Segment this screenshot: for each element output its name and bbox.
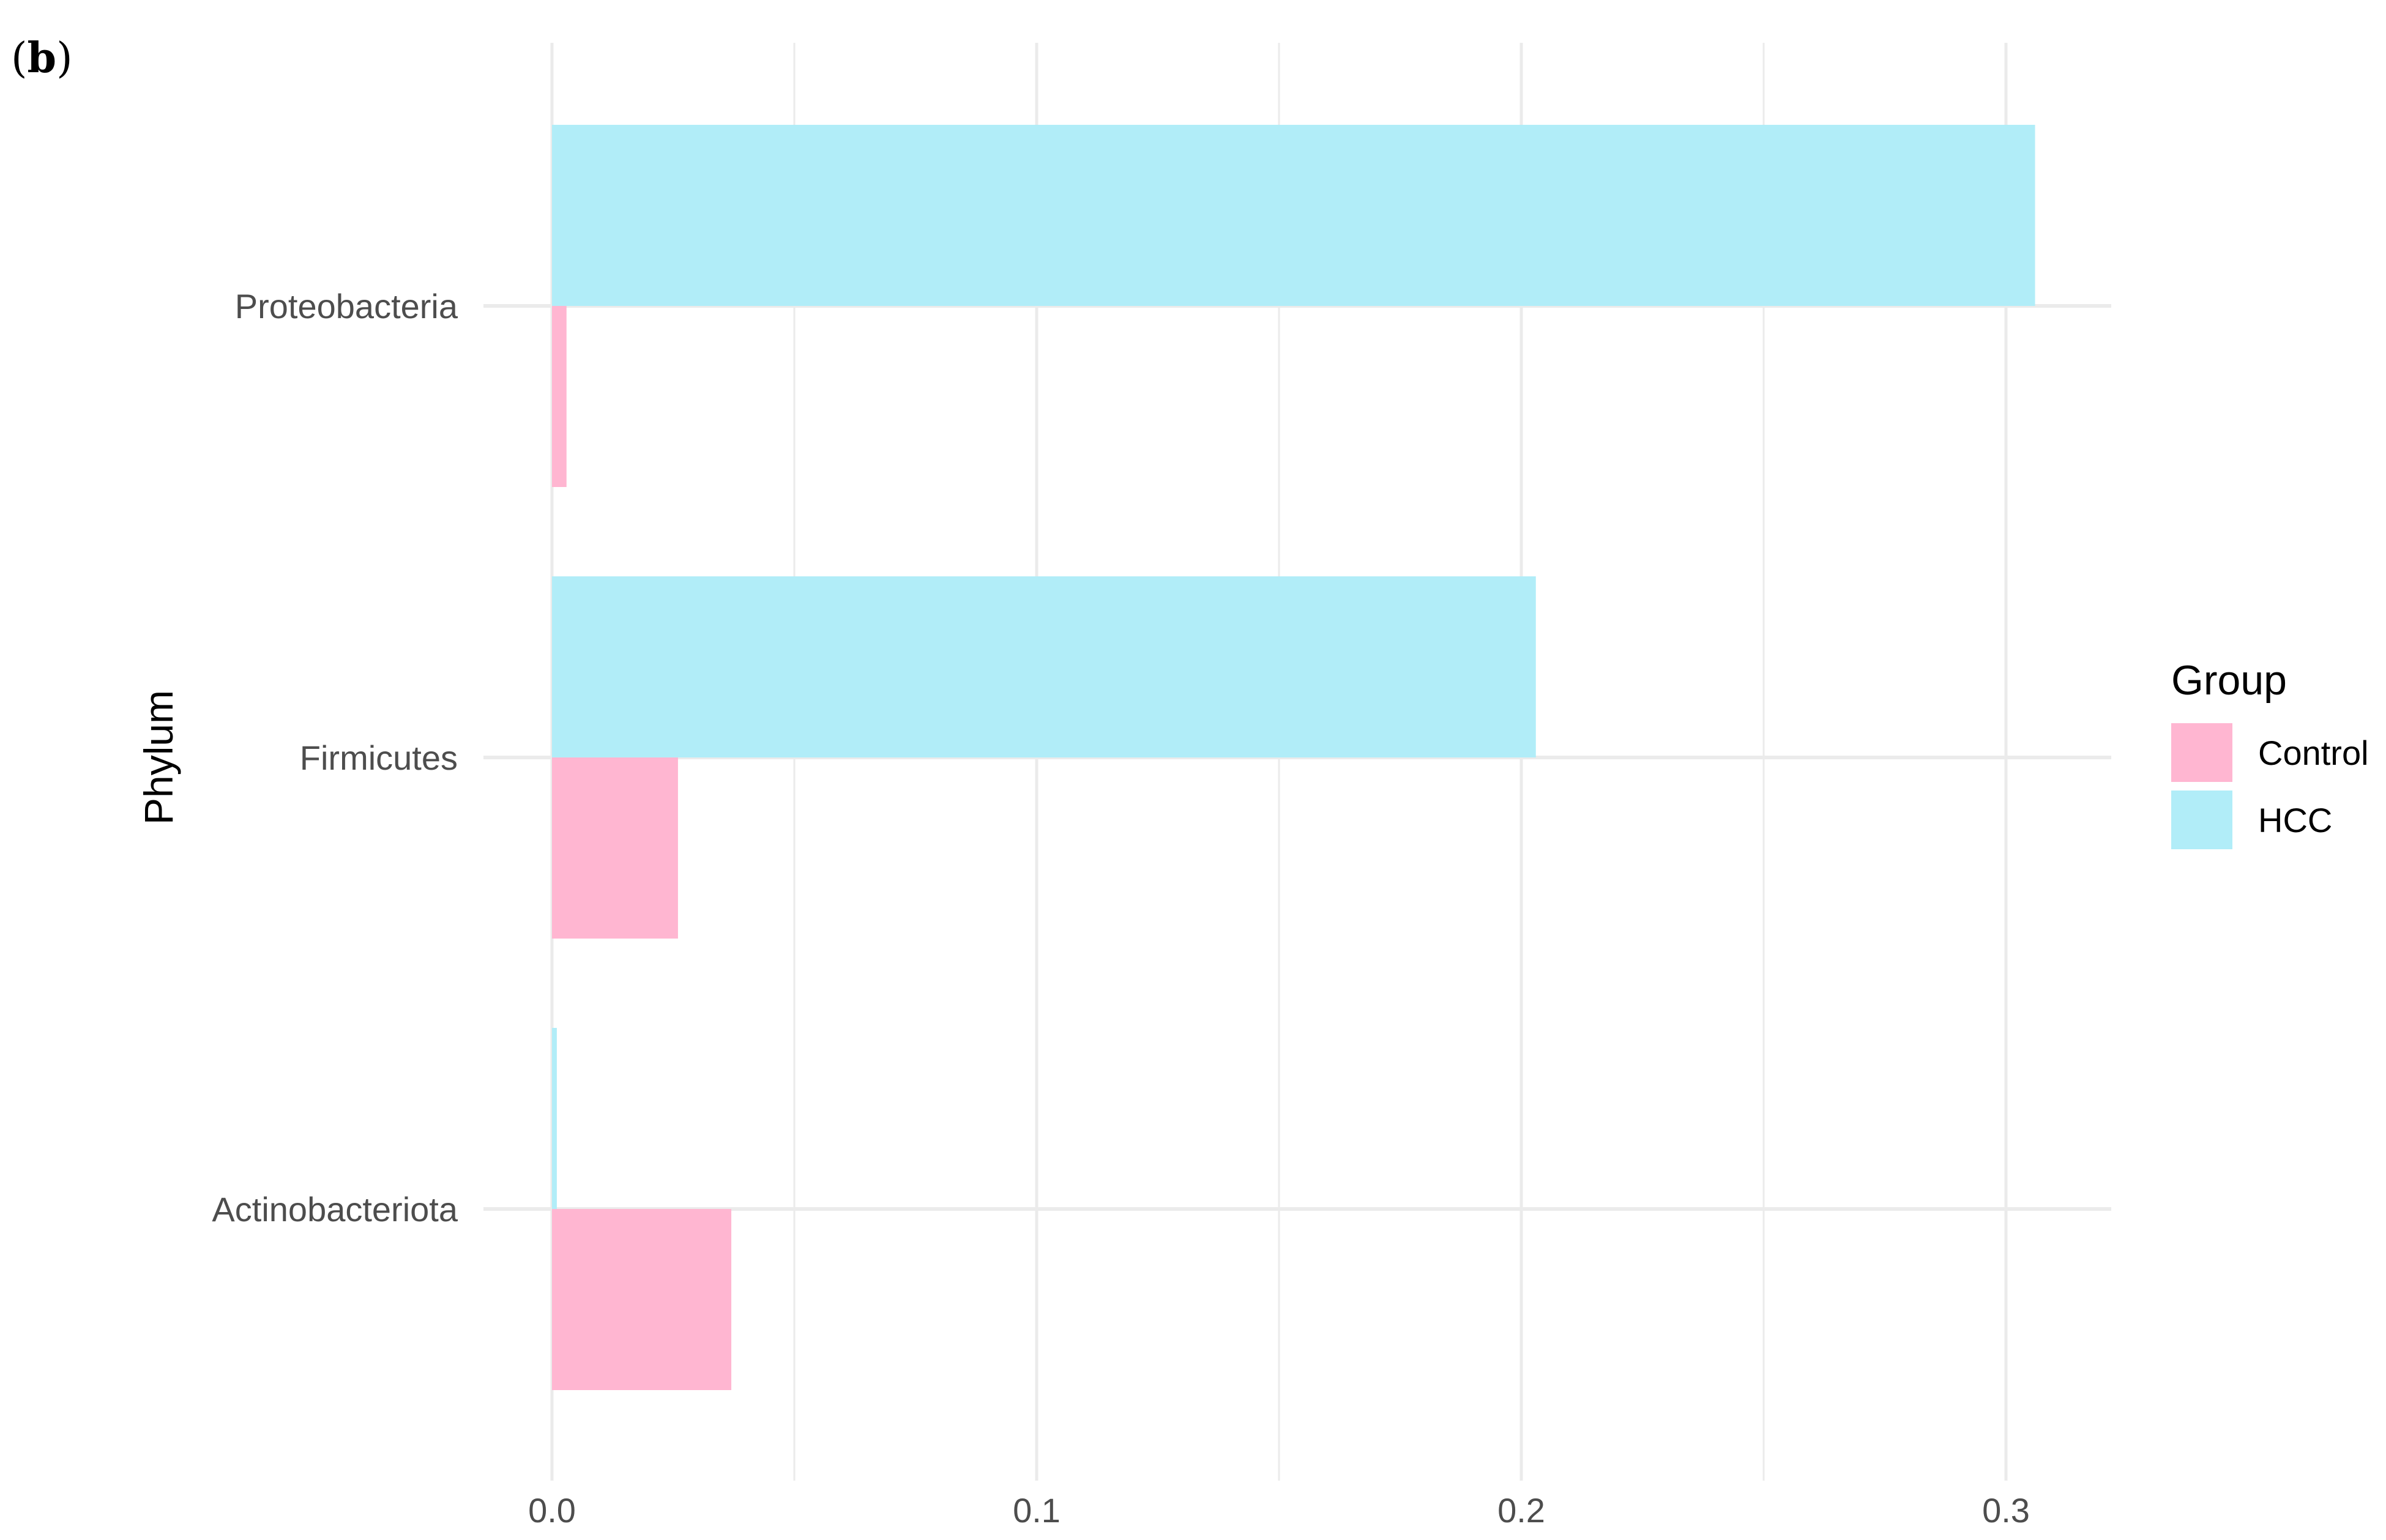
- y-tick-label-firmicutes: Firmicutes: [300, 738, 458, 777]
- y-axis-title: Phylum: [136, 690, 181, 825]
- legend-key-control: [2171, 723, 2232, 782]
- bar-control-proteobacteria: [552, 306, 567, 487]
- bar-hcc-firmicutes: [552, 576, 1536, 757]
- legend-label-control: Control: [2258, 734, 2369, 772]
- legend-item-control: Control: [2171, 723, 2369, 782]
- x-tick-label-2: 0.2: [1497, 1491, 1545, 1530]
- bar-hcc-proteobacteria: [552, 125, 2035, 306]
- x-tick-label-0: 0.0: [528, 1491, 576, 1530]
- legend-key-hcc: [2171, 790, 2232, 849]
- y-tick-label-actinobacteriota: Actinobacteriota: [212, 1190, 458, 1229]
- x-axis-tick-labels: 0.0 0.1 0.2 0.3: [528, 1491, 2030, 1530]
- y-axis-tick-labels: Proteobacteria Firmicutes Actinobacteriota: [212, 287, 458, 1229]
- legend: Group Control HCC: [2171, 657, 2369, 849]
- y-tick-label-proteobacteria: Proteobacteria: [235, 287, 458, 325]
- bar-control-actinobacteriota: [552, 1209, 732, 1390]
- bar-control-firmicutes: [552, 757, 678, 939]
- legend-label-hcc: HCC: [2258, 801, 2332, 839]
- x-tick-label-3: 0.3: [1982, 1491, 2030, 1530]
- bars: [552, 125, 2035, 1390]
- bar-hcc-actinobacteriota: [552, 1028, 557, 1209]
- panel-label: (b): [11, 34, 73, 83]
- legend-title: Group: [2171, 657, 2287, 704]
- x-tick-label-1: 0.1: [1013, 1491, 1061, 1530]
- legend-item-hcc: HCC: [2171, 790, 2332, 849]
